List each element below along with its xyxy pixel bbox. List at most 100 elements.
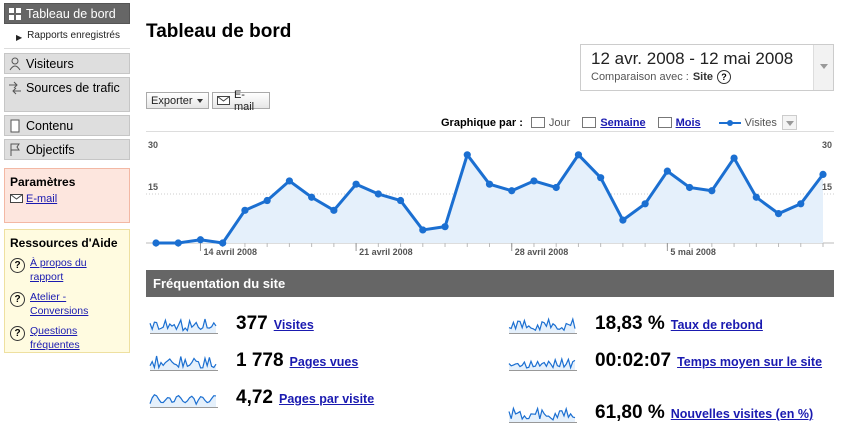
- x-tick-label: 28 avril 2008: [515, 247, 569, 257]
- help-item-faq[interactable]: ? Questions fréquentes: [10, 324, 124, 352]
- question-icon: ?: [10, 326, 25, 341]
- page-title: Tableau de bord: [146, 21, 292, 42]
- sparkline: [149, 394, 218, 408]
- help-item-about-report[interactable]: ? À propos du rapport: [10, 256, 124, 284]
- envelope-icon: [217, 95, 230, 105]
- x-tick-label: 5 mai 2008: [670, 247, 716, 257]
- data-point: [730, 154, 738, 162]
- data-point: [285, 177, 293, 185]
- data-point: [641, 200, 649, 208]
- question-icon: ?: [10, 292, 25, 307]
- sparkline-line: [508, 406, 576, 421]
- metric-value: 1 778: [236, 350, 284, 371]
- metric-pages-per-visit: 4,72 Pages par visite: [148, 387, 374, 409]
- help-title: Ressources d'Aide: [10, 236, 118, 250]
- x-tick-label: 21 avril 2008: [359, 247, 413, 257]
- export-button[interactable]: Exporter: [146, 92, 209, 109]
- sidebar-item-saved-reports[interactable]: ▶ Rapports enregistrés: [4, 27, 130, 48]
- series-line-icon: [718, 119, 741, 126]
- metric-link[interactable]: Pages par visite: [278, 392, 375, 406]
- help-link[interactable]: Atelier - Conversions: [30, 291, 89, 317]
- graph-option-label[interactable]: Semaine: [600, 116, 646, 129]
- comparison-label: Comparaison avec :: [591, 71, 689, 83]
- data-point: [752, 193, 760, 201]
- sidebar-item-traffic-sources[interactable]: Sources de trafic: [4, 77, 130, 112]
- data-point: [530, 177, 538, 185]
- page-icon: [8, 119, 22, 133]
- sidebar-item-label: Tableau de bord: [26, 6, 116, 21]
- area-fill: [156, 154, 823, 243]
- sidebar-item-content[interactable]: Contenu: [4, 115, 130, 136]
- data-point: [663, 167, 671, 175]
- data-point: [463, 151, 471, 159]
- sparkline-area: [509, 408, 575, 422]
- arrow-right-icon: ▶: [16, 33, 23, 42]
- metric-link[interactable]: Pages vues: [289, 355, 359, 369]
- metric-value: 00:02:07: [595, 350, 672, 371]
- graph-option-month[interactable]: Mois: [657, 116, 701, 129]
- data-point: [152, 239, 160, 247]
- series-selector[interactable]: Visites: [718, 115, 797, 130]
- calendar-month-icon: [657, 117, 672, 128]
- divider: [4, 48, 130, 49]
- dashboard-icon: [8, 7, 22, 21]
- help-link[interactable]: Questions fréquentes: [30, 325, 80, 351]
- graph-option-label[interactable]: Mois: [675, 116, 701, 129]
- sidebar-item-visitors[interactable]: Visiteurs: [4, 53, 130, 74]
- sidebar-item-goals[interactable]: Objectifs: [4, 139, 130, 160]
- help-item-conversions[interactable]: ? Atelier - Conversions: [10, 290, 124, 318]
- metric-bounce-rate: 18,83 % Taux de rebond: [507, 313, 763, 335]
- sparkline-line: [149, 394, 217, 406]
- metric-link[interactable]: Temps moyen sur le site: [677, 355, 823, 369]
- metric-value: 61,80 %: [595, 402, 665, 423]
- data-point: [219, 239, 227, 247]
- data-point: [241, 206, 249, 214]
- help-resources-box: Ressources d'Aide ? À propos du rapport …: [4, 229, 130, 353]
- metric-link[interactable]: Taux de rebond: [670, 318, 763, 332]
- chevron-down-icon[interactable]: [781, 115, 797, 130]
- settings-email-link[interactable]: E-mail: [10, 193, 124, 205]
- sidebar-item-label: Visiteurs: [26, 56, 74, 71]
- date-range-text: 12 avr. 2008 - 12 mai 2008: [591, 49, 794, 68]
- data-point: [774, 210, 783, 218]
- sparkline: [508, 406, 577, 423]
- sparkline-area: [150, 394, 216, 407]
- metric-visits: 377 Visites: [148, 313, 314, 335]
- flag-icon: [8, 143, 22, 157]
- metric-pageviews: 1 778 Pages vues: [148, 350, 358, 372]
- data-point: [419, 226, 427, 234]
- email-link[interactable]: E-mail: [26, 193, 58, 205]
- section-header: Fréquentation du site: [146, 270, 834, 297]
- graph-option-day[interactable]: Jour: [530, 117, 570, 129]
- data-point: [308, 193, 316, 201]
- help-icon[interactable]: ?: [717, 70, 732, 84]
- y-tick-label-right: 15: [822, 182, 832, 192]
- sparkline: [149, 318, 218, 334]
- email-button[interactable]: E-mail: [212, 89, 270, 113]
- y-tick-label-left: 30: [148, 140, 158, 150]
- sidebar-item-dashboard[interactable]: Tableau de bord: [4, 3, 130, 24]
- date-range-picker[interactable]: 12 avr. 2008 - 12 mai 2008 Comparaison a…: [580, 44, 834, 91]
- data-point: [374, 190, 382, 198]
- calendar-week-icon: [582, 117, 597, 128]
- data-point: [196, 236, 205, 244]
- metric-link[interactable]: Visites: [273, 318, 314, 332]
- metric-value: 18,83 %: [595, 313, 665, 334]
- axis-labels: 14 avril 2008 21 avril 2008 28 avril 2008 5…: [148, 140, 832, 257]
- sparkline-line: [149, 318, 217, 332]
- metric-value: 4,72: [236, 387, 273, 408]
- metric-avg-time: 00:02:07 Temps moyen sur le site: [507, 350, 822, 372]
- sidebar-item-label: Sources de trafic: [26, 81, 120, 95]
- graph-option-week[interactable]: Semaine: [582, 116, 646, 129]
- data-point: [686, 183, 694, 192]
- metric-value: 377: [236, 313, 268, 334]
- data-point: [174, 239, 182, 247]
- calendar-day-icon: [530, 117, 545, 128]
- sparkline-area: [150, 319, 216, 333]
- sparkline-line: [149, 355, 217, 370]
- series-label: Visites: [744, 116, 777, 129]
- help-link[interactable]: À propos du rapport: [30, 257, 87, 283]
- metric-link[interactable]: Nouvelles visites (en %): [670, 407, 814, 421]
- data-point: [597, 174, 605, 182]
- chevron-down-icon[interactable]: [813, 45, 833, 90]
